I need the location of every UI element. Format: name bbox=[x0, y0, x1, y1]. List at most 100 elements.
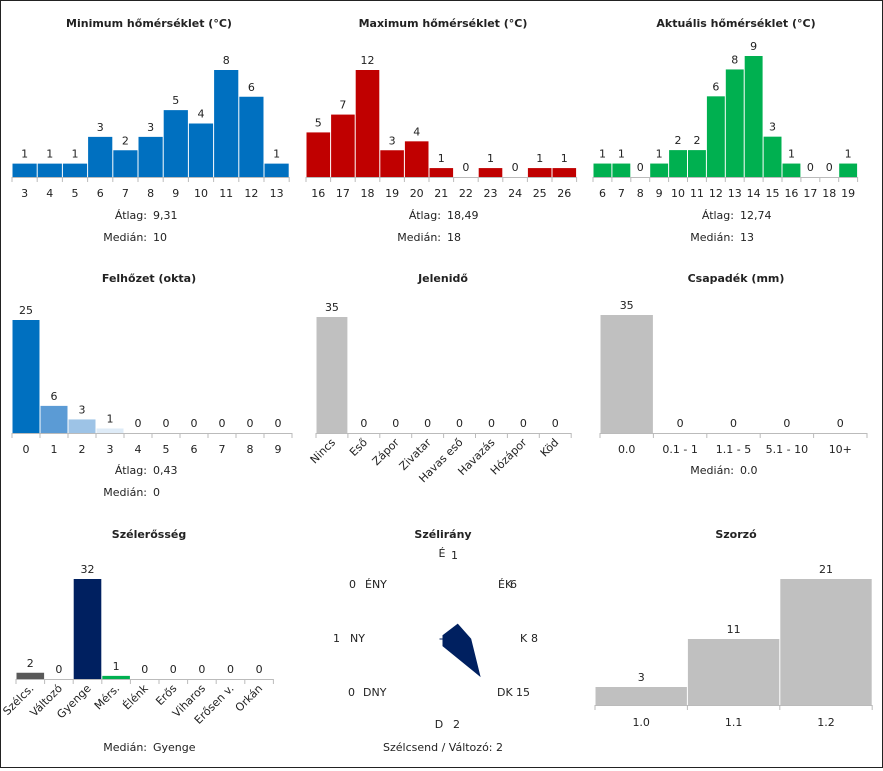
tick-label: 16 bbox=[784, 187, 798, 200]
data-label: 1 bbox=[273, 148, 280, 161]
data-label: 1 bbox=[21, 148, 28, 161]
bar bbox=[380, 150, 404, 177]
bar bbox=[650, 163, 669, 177]
bar bbox=[96, 428, 124, 433]
data-label: 0 bbox=[637, 161, 644, 174]
tick-label: 6 bbox=[191, 443, 198, 456]
data-label: 1 bbox=[72, 148, 79, 161]
data-label: 8 bbox=[731, 53, 738, 66]
direction-value: 6 bbox=[510, 578, 517, 591]
data-label: 0 bbox=[141, 663, 148, 676]
stat-value: 10 bbox=[153, 231, 167, 244]
data-label: 7 bbox=[339, 99, 346, 112]
data-label: 0 bbox=[552, 417, 559, 430]
tick-label: 20 bbox=[410, 187, 424, 200]
tick-label: 12 bbox=[244, 187, 258, 200]
direction-label: NY bbox=[350, 632, 365, 645]
tick-label: 26 bbox=[557, 187, 571, 200]
data-label: 5 bbox=[172, 94, 179, 107]
stat-label: Medián: bbox=[103, 486, 147, 499]
bar bbox=[355, 70, 380, 177]
bar bbox=[88, 136, 113, 177]
tick-label: Köd bbox=[538, 436, 562, 460]
bar bbox=[669, 150, 687, 177]
tick-label: 10+ bbox=[829, 443, 852, 456]
direction-value: 2 bbox=[453, 718, 460, 731]
data-label: 8 bbox=[223, 54, 230, 67]
data-label: 0 bbox=[219, 417, 226, 430]
data-label: 3 bbox=[389, 134, 396, 147]
stat-label: Medián: bbox=[103, 231, 147, 244]
direction-label: D bbox=[435, 718, 443, 731]
tick-label: 22 bbox=[459, 187, 473, 200]
data-label: 1 bbox=[561, 152, 568, 165]
data-label: 0 bbox=[837, 417, 844, 430]
direction-label: É bbox=[439, 547, 446, 560]
tick-label: 5 bbox=[72, 187, 79, 200]
tick-label: 8 bbox=[247, 443, 254, 456]
data-label: 2 bbox=[693, 134, 700, 147]
bar bbox=[552, 168, 577, 177]
data-label: 25 bbox=[19, 304, 33, 317]
data-label: 2 bbox=[675, 134, 682, 147]
tick-label: 11 bbox=[690, 187, 704, 200]
bar bbox=[600, 315, 653, 433]
direction-value: 0 bbox=[348, 686, 355, 699]
bar bbox=[113, 150, 138, 177]
data-label: 3 bbox=[97, 121, 104, 134]
tick-label: 0.1 - 1 bbox=[662, 443, 697, 456]
tick-label: 10 bbox=[194, 187, 208, 200]
data-label: 0 bbox=[392, 417, 399, 430]
data-label: 0 bbox=[275, 417, 282, 430]
stat-label: Medián: bbox=[103, 741, 147, 754]
tick-label: 19 bbox=[385, 187, 399, 200]
stat-value: 12,74 bbox=[740, 209, 772, 222]
stat-label: Medián: bbox=[690, 464, 734, 477]
direction-label: DK bbox=[497, 686, 513, 699]
data-label: 0 bbox=[520, 417, 527, 430]
tick-label: 8 bbox=[147, 187, 154, 200]
bar bbox=[138, 136, 163, 177]
bar bbox=[239, 96, 264, 177]
bar bbox=[595, 687, 687, 705]
data-label: 3 bbox=[147, 121, 154, 134]
data-label: 21 bbox=[819, 563, 833, 576]
stat-value: 0.0 bbox=[740, 464, 758, 477]
direction-value: 1 bbox=[333, 632, 340, 645]
tick-label: Nincs bbox=[308, 436, 339, 467]
tick-label: Eső bbox=[347, 436, 370, 459]
direction-label: ÉNY bbox=[365, 578, 387, 591]
data-label: 12 bbox=[361, 54, 375, 67]
tick-label: 7 bbox=[122, 187, 129, 200]
data-label: 0 bbox=[170, 663, 177, 676]
data-label: 0 bbox=[198, 663, 205, 676]
tick-label: 3 bbox=[21, 187, 28, 200]
tick-label: 5 bbox=[163, 443, 170, 456]
tick-label: 1.1 bbox=[725, 716, 743, 729]
data-label: 3 bbox=[638, 671, 645, 684]
bar bbox=[478, 168, 503, 177]
data-label: 1 bbox=[599, 148, 606, 161]
wind-direction-area bbox=[439, 623, 481, 678]
chart-cloud: Felhőzet (okta) 25 6 3 1 0 0 0 0 0 0 0 1 2 3 4 5 6 7 8 9 Átla… bbox=[11, 272, 293, 499]
data-label: 3 bbox=[79, 403, 86, 416]
bar bbox=[306, 132, 331, 177]
chart-title: Maximum hőmérséklet (°C) bbox=[359, 17, 528, 30]
data-label: 1 bbox=[487, 152, 494, 165]
tick-label: 17 bbox=[803, 187, 817, 200]
direction-value: 15 bbox=[516, 686, 530, 699]
bar bbox=[725, 69, 744, 177]
tick-label: 11 bbox=[219, 187, 233, 200]
tick-label: 1.0 bbox=[632, 716, 650, 729]
tick-label: 12 bbox=[709, 187, 723, 200]
stat-value: 18,49 bbox=[447, 209, 479, 222]
data-label: 0 bbox=[135, 417, 142, 430]
tick-label: 0 bbox=[23, 443, 30, 456]
tick-label: 21 bbox=[434, 187, 448, 200]
data-label: 0 bbox=[488, 417, 495, 430]
tick-label: 1.2 bbox=[817, 716, 835, 729]
bar bbox=[12, 320, 40, 433]
bar bbox=[68, 419, 96, 433]
